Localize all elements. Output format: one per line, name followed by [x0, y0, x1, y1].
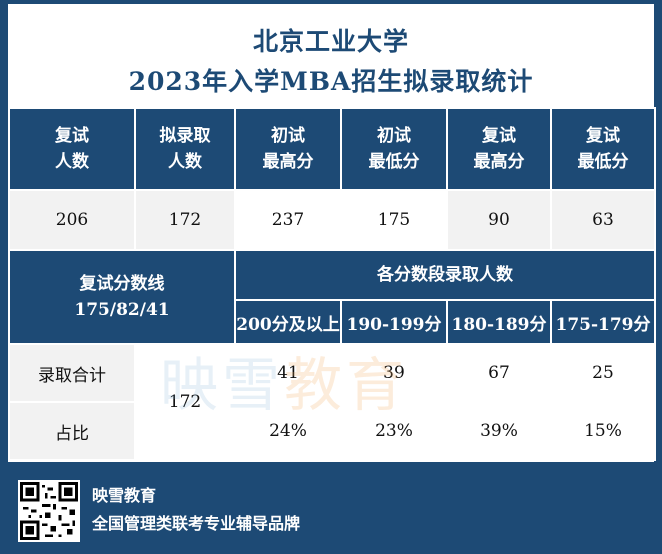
value-cell: 172	[134, 189, 236, 251]
band-label: 180-189分	[446, 299, 552, 345]
ratio-row: 占比 24% 23% 39% 15%	[8, 401, 656, 461]
ratio-cell: 23%	[340, 401, 448, 461]
report-title: 2023年入学MBA招生拟录取统计	[128, 67, 534, 96]
header-row: 复试 人数 拟录取 人数 初试 最高分 初试 最低分 复试 最高分 复试 最低分	[8, 107, 656, 191]
total-cell: 172	[134, 343, 236, 461]
cutoff-value: 175/82/41	[74, 300, 170, 320]
header-cell: 初试 最高分	[234, 107, 342, 191]
footer: 映雪教育 全国管理类联考专业辅导品牌	[0, 468, 662, 554]
band-label: 175-179分	[550, 299, 656, 345]
ratio-cell: 15%	[550, 401, 656, 461]
admit-count: 67	[446, 343, 552, 403]
ratio-cell: 39%	[446, 401, 552, 461]
title-block: 北京工业大学 2023年入学MBA招生拟录取统计	[8, 4, 654, 104]
header-cell: 复试 人数	[8, 107, 136, 191]
stats-card: 北京工业大学 2023年入学MBA招生拟录取统计 复试 人数 拟录取 人数 初试 最高…	[8, 4, 656, 462]
values-row: 206 172 237 175 90 63	[8, 189, 656, 251]
university-title: 北京工业大学	[252, 27, 409, 56]
value-cell: 175	[340, 189, 448, 251]
ratio-label: 占比	[8, 401, 136, 461]
value-cell: 206	[8, 189, 136, 251]
header-cell: 初试 最低分	[340, 107, 448, 191]
qr-code-icon[interactable]	[18, 480, 80, 542]
bands-title: 各分数段录取人数	[234, 249, 656, 301]
admit-count: 41	[234, 343, 342, 403]
brand-slogan: 全国管理类联考专业辅导品牌	[92, 514, 301, 533]
value-cell: 63	[550, 189, 656, 251]
band-label: 190-199分	[340, 299, 448, 345]
value-cell: 237	[234, 189, 342, 251]
admit-row: 录取合计 172 41 39 67 25	[8, 343, 656, 461]
admit-count: 25	[550, 343, 656, 403]
band-label: 200分及以上	[234, 299, 342, 345]
cutoff-label: 复试分数线	[79, 274, 165, 294]
value-cell: 90	[446, 189, 552, 251]
admit-label: 录取合计	[8, 343, 136, 403]
header-cell: 拟录取 人数	[134, 107, 236, 191]
cutoff-cell: 复试分数线 175/82/41	[8, 249, 236, 345]
header-cell: 复试 最高分	[446, 107, 552, 191]
admit-count: 39	[340, 343, 448, 403]
bands-row: 200分及以上 190-199分 180-189分 175-179分	[9, 299, 656, 345]
ratio-cell: 24%	[234, 401, 342, 461]
stats-table: 复试 人数 拟录取 人数 初试 最高分 初试 最低分 复试 最高分 复试 最低分 206 1…	[8, 107, 656, 461]
header-cell: 复试 最低分	[550, 107, 656, 191]
brand-name: 映雪教育	[92, 486, 157, 505]
